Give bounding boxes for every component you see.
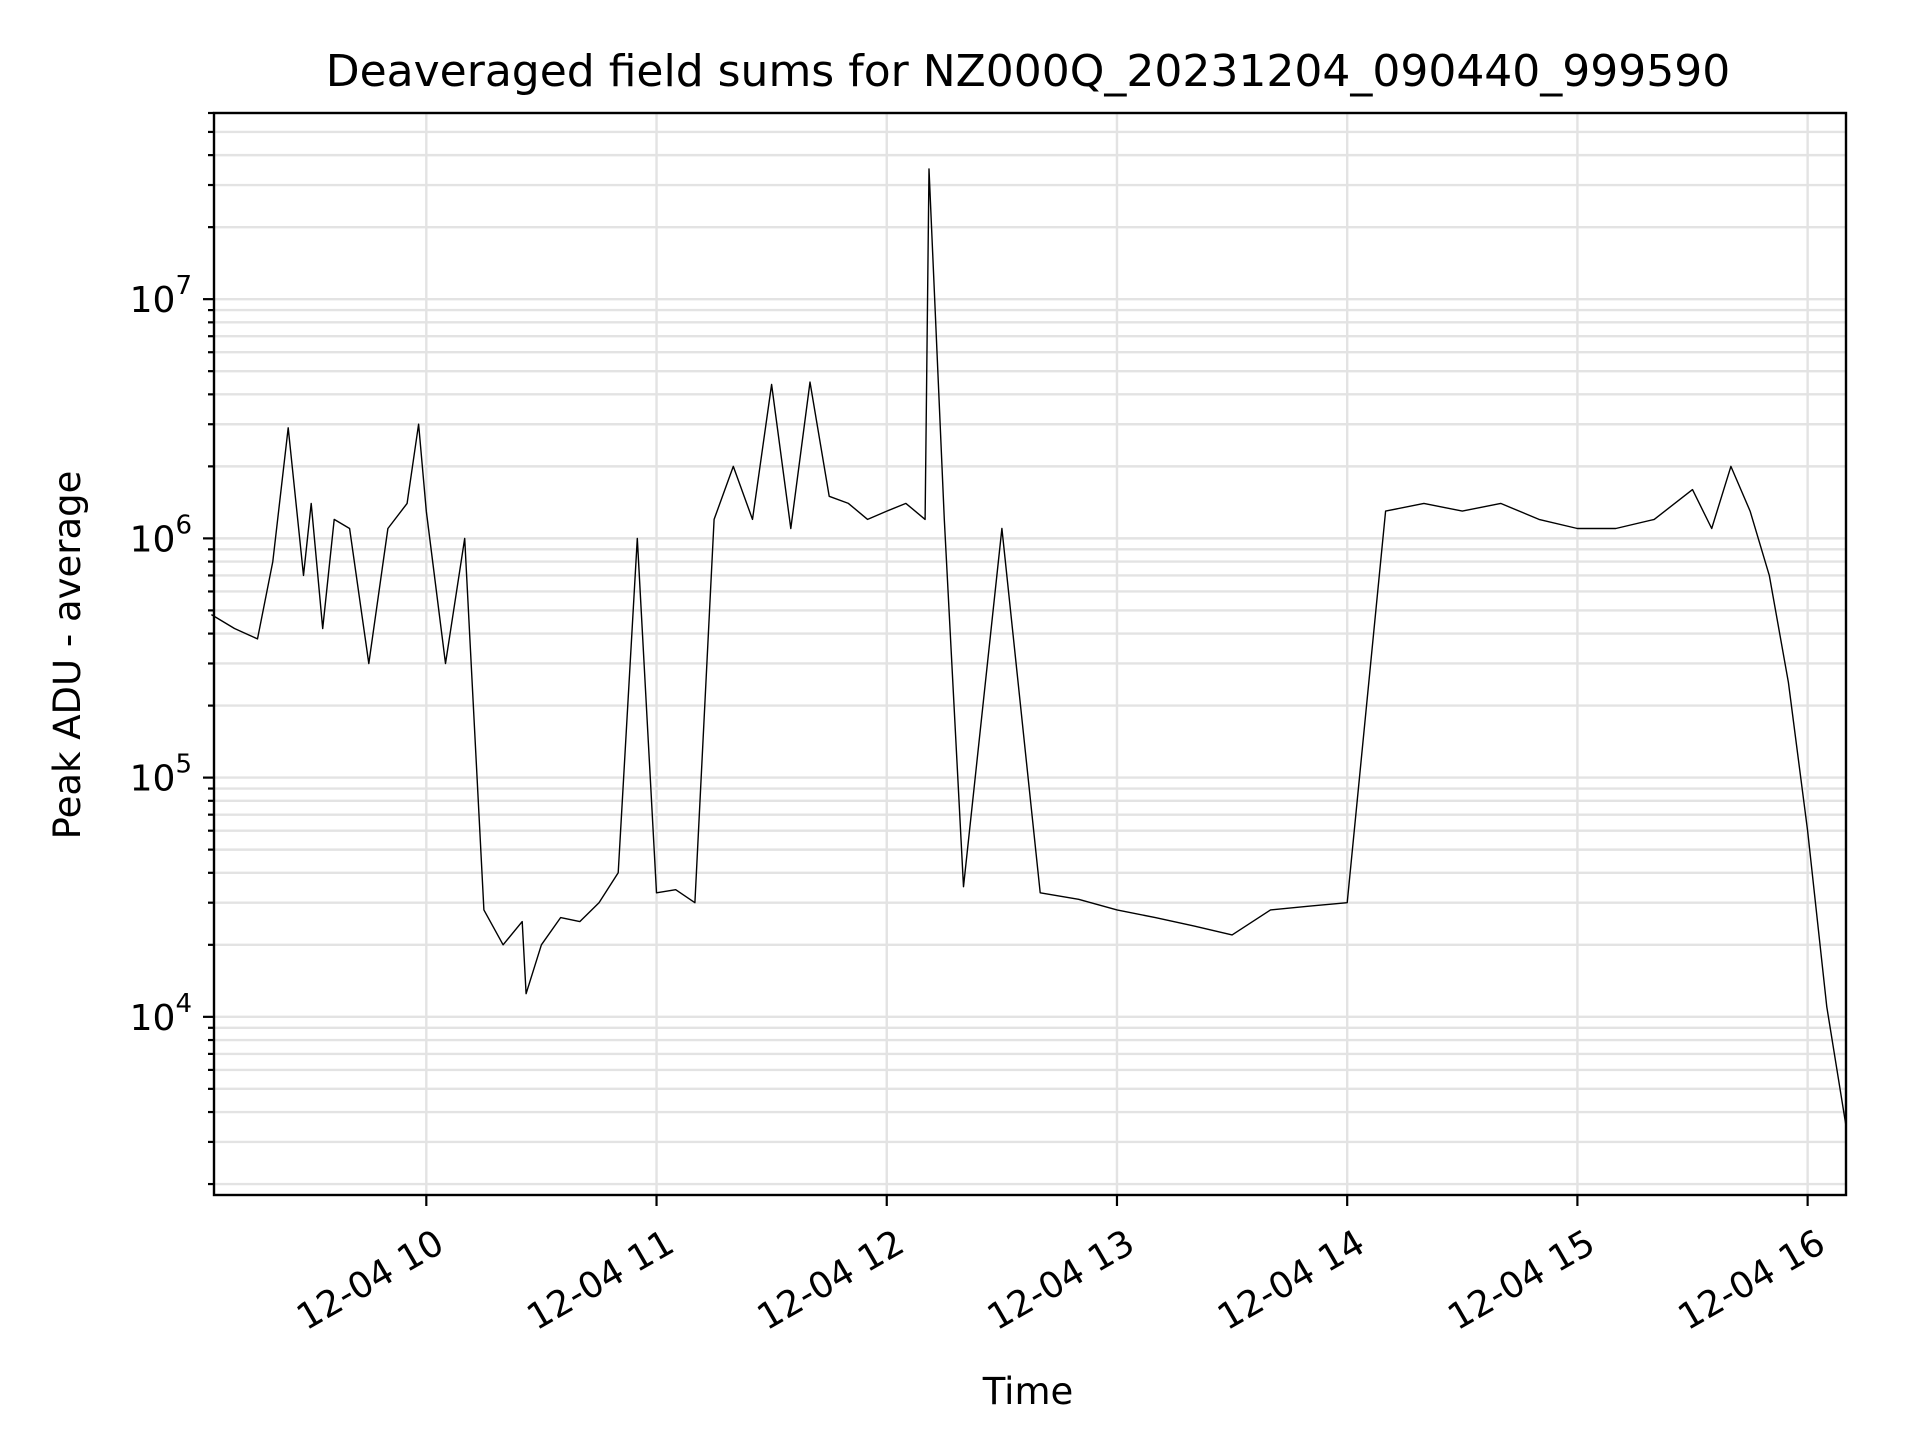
y-axis-label: Peak ADU - average — [46, 471, 89, 840]
plot-frame — [212, 111, 1848, 1197]
chart-title: Deaveraged field sums for NZ000Q_2023120… — [326, 46, 1731, 97]
y-axis: 104 105 106 107 — [130, 111, 214, 1186]
y-tick-label: 104 — [130, 989, 192, 1039]
series-layer — [211, 168, 1847, 1127]
y-tick-label: 105 — [130, 750, 192, 800]
x-axis-label: Time — [982, 1370, 1074, 1413]
y-tick-label: 107 — [130, 271, 192, 321]
y-tick-label: 106 — [130, 510, 192, 560]
series-line — [211, 168, 1847, 1127]
grid-lines — [214, 111, 1846, 1195]
